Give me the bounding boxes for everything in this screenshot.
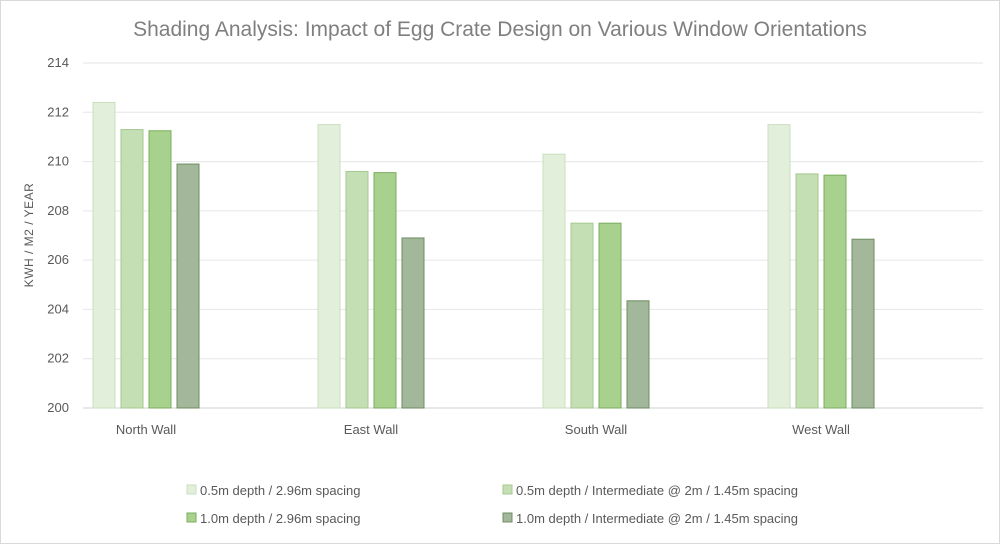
bar bbox=[345, 170, 369, 409]
x-tick-label: West Wall bbox=[792, 422, 850, 437]
legend-swatch bbox=[502, 512, 513, 523]
y-tick-label: 204 bbox=[47, 301, 69, 316]
bar bbox=[795, 173, 819, 409]
y-tick-labels: 200 202 204 206 208 210 212 214 bbox=[47, 55, 69, 415]
bar bbox=[626, 300, 650, 409]
y-tick-label: 208 bbox=[47, 203, 69, 218]
bar bbox=[373, 172, 397, 409]
legend-item: 0.5m depth / Intermediate @ 2m / 1.45m s… bbox=[502, 483, 798, 498]
bar bbox=[176, 163, 200, 409]
legend-swatch bbox=[186, 512, 197, 523]
legend-label: 0.5m depth / 2.96m spacing bbox=[200, 483, 360, 498]
x-tick-label: East Wall bbox=[344, 422, 399, 437]
bar bbox=[767, 124, 791, 409]
y-tick-label: 202 bbox=[47, 351, 69, 366]
bar bbox=[92, 101, 116, 409]
legend-swatch bbox=[186, 484, 197, 495]
bar bbox=[851, 238, 875, 409]
legend-label: 1.0m depth / 2.96m spacing bbox=[200, 511, 360, 526]
y-tick-label: 200 bbox=[47, 400, 69, 415]
category-labels: North Wall East Wall South Wall West Wall bbox=[116, 422, 850, 437]
y-tick-label: 206 bbox=[47, 252, 69, 267]
x-tick-label: South Wall bbox=[565, 422, 627, 437]
gridlines bbox=[83, 62, 983, 409]
bar bbox=[570, 222, 594, 409]
bar bbox=[120, 129, 144, 409]
legend-item: 1.0m depth / 2.96m spacing bbox=[186, 511, 360, 526]
y-axis-label: KWH / M2 / YEAR bbox=[22, 183, 36, 288]
x-tick-label: North Wall bbox=[116, 422, 176, 437]
legend: 0.5m depth / 2.96m spacing 0.5m depth / I… bbox=[186, 483, 798, 526]
bar bbox=[542, 153, 566, 409]
bar bbox=[401, 237, 425, 409]
y-tick-label: 210 bbox=[47, 154, 69, 169]
bar bbox=[317, 124, 341, 409]
bar bbox=[598, 222, 622, 409]
y-tick-label: 214 bbox=[47, 55, 69, 70]
bars bbox=[92, 101, 875, 409]
bar bbox=[148, 130, 172, 409]
legend-label: 1.0m depth / Intermediate @ 2m / 1.45m s… bbox=[516, 511, 798, 526]
legend-item: 0.5m depth / 2.96m spacing bbox=[186, 483, 360, 498]
legend-swatch bbox=[502, 484, 513, 495]
legend-item: 1.0m depth / Intermediate @ 2m / 1.45m s… bbox=[502, 511, 798, 526]
chart-title: Shading Analysis: Impact of Egg Crate De… bbox=[133, 18, 867, 41]
bar bbox=[823, 174, 847, 409]
y-tick-label: 212 bbox=[47, 104, 69, 119]
legend-label: 0.5m depth / Intermediate @ 2m / 1.45m s… bbox=[516, 483, 798, 498]
